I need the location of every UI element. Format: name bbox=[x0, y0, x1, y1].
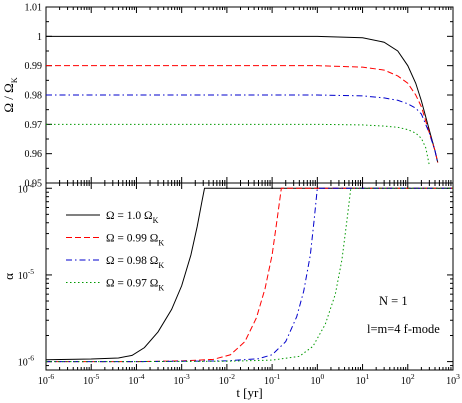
annotation-n: N = 1 bbox=[379, 294, 408, 308]
bottom-x-tick-label: 10-6 bbox=[38, 372, 54, 387]
legend-label-1: Ω = 1.0 ΩK bbox=[106, 210, 159, 225]
bottom-x-tick-label: 10-3 bbox=[174, 372, 190, 387]
top-y-tick-label: 0.98 bbox=[25, 91, 43, 102]
top-series-line-2 bbox=[46, 65, 439, 163]
bottom-series-line-1 bbox=[45, 187, 453, 361]
bottom-y-axis-label: α bbox=[1, 273, 16, 280]
bottom-x-tick-label: 100 bbox=[310, 372, 324, 387]
top-y-tick-label: 1.01 bbox=[25, 3, 43, 14]
top-series-line-3 bbox=[46, 94, 439, 163]
top-y-tick-label: 0.97 bbox=[25, 120, 43, 131]
bottom-x-tick-label: 102 bbox=[401, 372, 415, 387]
top-panel: 0.95 0.96 0.97 0.98 0.99 1 1.01 Ω / ΩK bbox=[1, 3, 454, 190]
bottom-x-tick-label: 103 bbox=[446, 372, 460, 387]
legend-label-2: Ω = 0.99 ΩK bbox=[106, 233, 164, 248]
bottom-x-tick-label: 10-2 bbox=[219, 372, 235, 387]
bottom-y-tick-label: 10-4 bbox=[18, 180, 34, 195]
legend-label-3: Ω = 0.98 ΩK bbox=[106, 255, 164, 270]
bottom-x-tick-label: 10-1 bbox=[264, 372, 280, 387]
top-y-axis-label: Ω / ΩK bbox=[1, 77, 19, 112]
top-y-tick-label: 0.96 bbox=[25, 149, 43, 160]
legend-label-4: Ω = 0.97 ΩK bbox=[106, 278, 164, 293]
bottom-panel: 10-6 10-5 10-4 10-6 10-5 10-4 10-3 10-2 10-1 100 1… bbox=[1, 180, 460, 400]
annotation-mode: l=m=4 f-mode bbox=[367, 322, 440, 336]
bottom-series-line-3 bbox=[46, 187, 453, 363]
bottom-x-tick-label: 10-4 bbox=[128, 372, 144, 387]
legend: Ω = 1.0 ΩK Ω = 0.99 ΩK Ω = 0.98 ΩK Ω = 0.97… bbox=[66, 210, 164, 293]
bottom-y-tick-label: 10-5 bbox=[18, 267, 34, 282]
top-y-tick-label: 0.99 bbox=[25, 61, 43, 72]
top-y-tick-label: 1 bbox=[37, 32, 42, 43]
bottom-y-tick-label: 10-6 bbox=[18, 354, 34, 369]
top-series-line-1 bbox=[46, 35, 439, 163]
x-axis-label: t [yr] bbox=[236, 385, 262, 400]
bottom-plot-frame bbox=[45, 182, 454, 371]
bottom-x-tick-label: 10-5 bbox=[83, 372, 99, 387]
top-y-tick-label: 0.95 bbox=[25, 179, 43, 190]
bottom-x-tick-label: 101 bbox=[356, 372, 370, 387]
top-series-line-4 bbox=[46, 123, 430, 166]
